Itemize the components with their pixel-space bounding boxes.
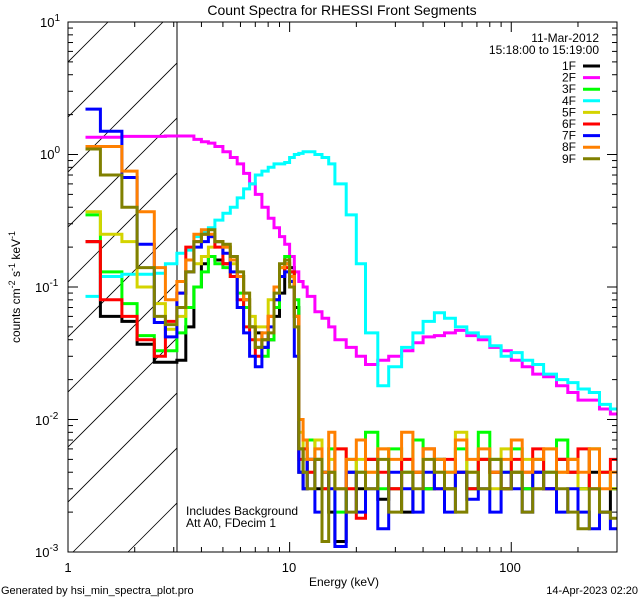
hatch-line [68,172,177,283]
legend-label: 3F [562,82,576,96]
svg-text:10-2: 10-2 [35,411,59,428]
legend-label: 6F [562,117,576,131]
series-line-7F [85,107,617,548]
legend-label: 5F [562,105,576,119]
x-tick-label: 1 [64,560,71,575]
legend-label: 1F [562,59,576,73]
background-annotation: Includes Background [186,504,298,518]
x-tick-label: 10 [282,560,296,575]
svg-text:10-3: 10-3 [35,543,59,560]
y-axis-label: counts cm-2 s-1 keV-1 [7,231,23,343]
svg-text:100: 100 [40,145,60,162]
date-annotation: 11-Mar-2012 [531,31,599,45]
hatch-line [68,282,177,393]
series-group [85,107,617,548]
legend-label: 2F [562,71,576,85]
legend-label: 4F [562,94,576,108]
legend-label: 7F [562,129,576,143]
svg-text:101: 101 [40,13,60,30]
legend-label: 9F [562,152,576,166]
series-line-9F [85,147,617,543]
y-tick-label: 101 100 10-1 10-2 10-3 [35,13,60,560]
attenuator-annotation: Att A0, FDecim 1 [186,516,276,530]
series-line-2F [85,134,617,416]
axis-ticks [67,21,618,553]
legend-label: 8F [562,140,576,154]
x-axis-label: Energy (keV) [309,575,379,589]
hatch-line [68,22,109,63]
chart-title: Count Spectra for RHESSI Front Segments [207,2,476,18]
hatch-line [68,392,177,503]
x-tick-label: 100 [499,560,521,575]
hatch-line [72,447,177,552]
hatch-line [68,22,164,118]
footer-generated-by: Generated by hsi_min_spectra_plot.pro [1,585,194,597]
footer-timestamp: 14-Apr-2023 02:20 [546,585,638,597]
svg-text:10-1: 10-1 [35,278,59,295]
time-range-annotation: 15:18:00 to 15:19:00 [489,43,599,57]
